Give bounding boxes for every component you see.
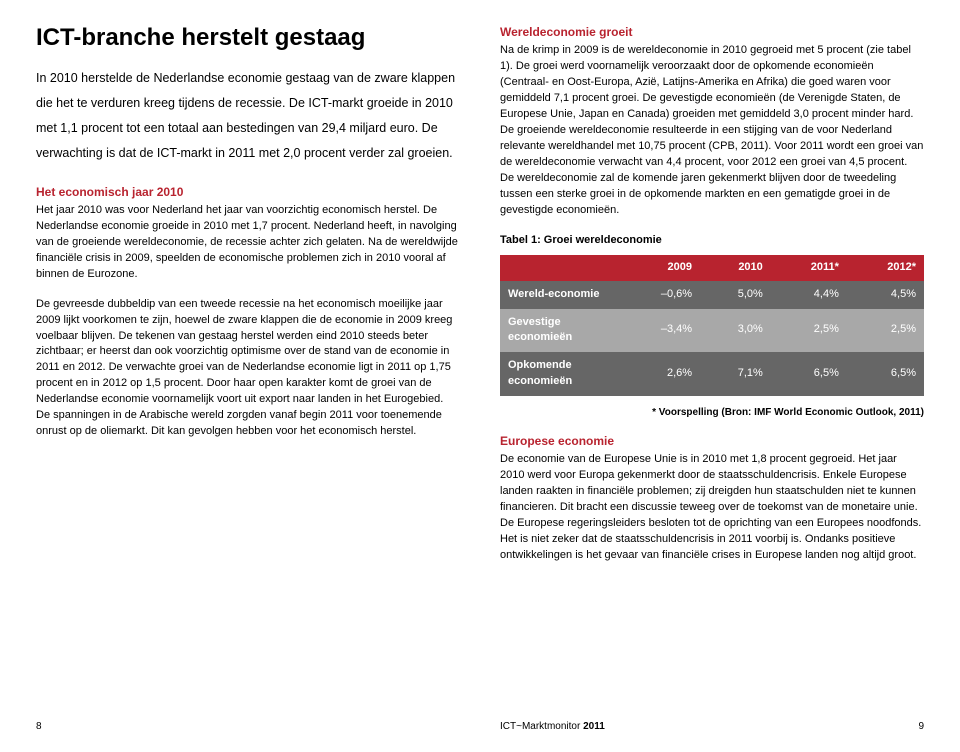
table-header-cell: 2012* [847, 255, 924, 281]
intro-paragraph: In 2010 herstelde de Nederlandse economi… [36, 66, 460, 166]
section-economisch-jaar: Het economisch jaar 2010 Het jaar 2010 w… [36, 184, 460, 455]
section-wereldeconomie: Wereldeconomie groeit Na de krimp in 200… [500, 24, 924, 233]
section-heading: Europese economie [500, 433, 924, 450]
right-column: Wereldeconomie groeit Na de krimp in 200… [500, 24, 924, 734]
body-paragraph: Na de krimp in 2009 is de wereldeconomie… [500, 43, 924, 218]
table-cell: 6,5% [771, 352, 847, 396]
table-header-cell: 2011* [771, 255, 847, 281]
table-cell: –0,6% [619, 281, 700, 309]
page-number: 8 [36, 720, 42, 735]
table-cell: 4,4% [771, 281, 847, 309]
table-cell: 4,5% [847, 281, 924, 309]
section-europese-economie: Europese economie De economie van de Eur… [500, 433, 924, 578]
growth-table: 2009 2010 2011* 2012* Wereld-economie –0… [500, 255, 924, 397]
table-header-row: 2009 2010 2011* 2012* [500, 255, 924, 281]
page-number: 9 [918, 720, 924, 735]
left-column: ICT-branche herstelt gestaag In 2010 her… [36, 24, 460, 734]
section-heading: Wereldeconomie groeit [500, 24, 924, 41]
body-paragraph: De gevreesde dubbeldip van een tweede re… [36, 297, 460, 440]
page-spread: ICT-branche herstelt gestaag In 2010 her… [36, 24, 924, 734]
table-header-cell: 2010 [700, 255, 771, 281]
table-cell: 6,5% [847, 352, 924, 396]
page-title: ICT-branche herstelt gestaag [36, 24, 460, 52]
table-row: Wereld-economie –0,6% 5,0% 4,4% 4,5% [500, 281, 924, 309]
table-cell: –3,4% [619, 309, 700, 353]
table-cell: Gevestige economieën [500, 309, 619, 353]
footer-doc-year: 2011 [583, 721, 605, 732]
table-header-cell [500, 255, 619, 281]
table-row: Opkomende economieën 2,6% 7,1% 6,5% 6,5% [500, 352, 924, 396]
table-footnote: * Voorspelling (Bron: IMF World Economic… [500, 406, 924, 421]
table-row: Gevestige economieën –3,4% 3,0% 2,5% 2,5… [500, 309, 924, 353]
table-cell: Opkomende economieën [500, 352, 619, 396]
table-cell: 2,6% [619, 352, 700, 396]
table-cell: 2,5% [847, 309, 924, 353]
footer-left-page: 8 [36, 712, 460, 735]
table-cell: 2,5% [771, 309, 847, 353]
table-cell: Wereld-economie [500, 281, 619, 309]
body-paragraph: De economie van de Europese Unie is in 2… [500, 452, 924, 564]
table-cell: 5,0% [700, 281, 771, 309]
footer-doc-title: ICT~Marktmonitor [500, 721, 583, 732]
table-cell: 3,0% [700, 309, 771, 353]
body-paragraph: Het jaar 2010 was voor Nederland het jaa… [36, 203, 460, 283]
table-cell: 7,1% [700, 352, 771, 396]
table-caption: Tabel 1: Groei wereldeconomie [500, 233, 924, 249]
section-heading: Het economisch jaar 2010 [36, 184, 460, 201]
footer-right-page: ICT~Marktmonitor 2011 9 [500, 712, 924, 735]
table-header-cell: 2009 [619, 255, 700, 281]
